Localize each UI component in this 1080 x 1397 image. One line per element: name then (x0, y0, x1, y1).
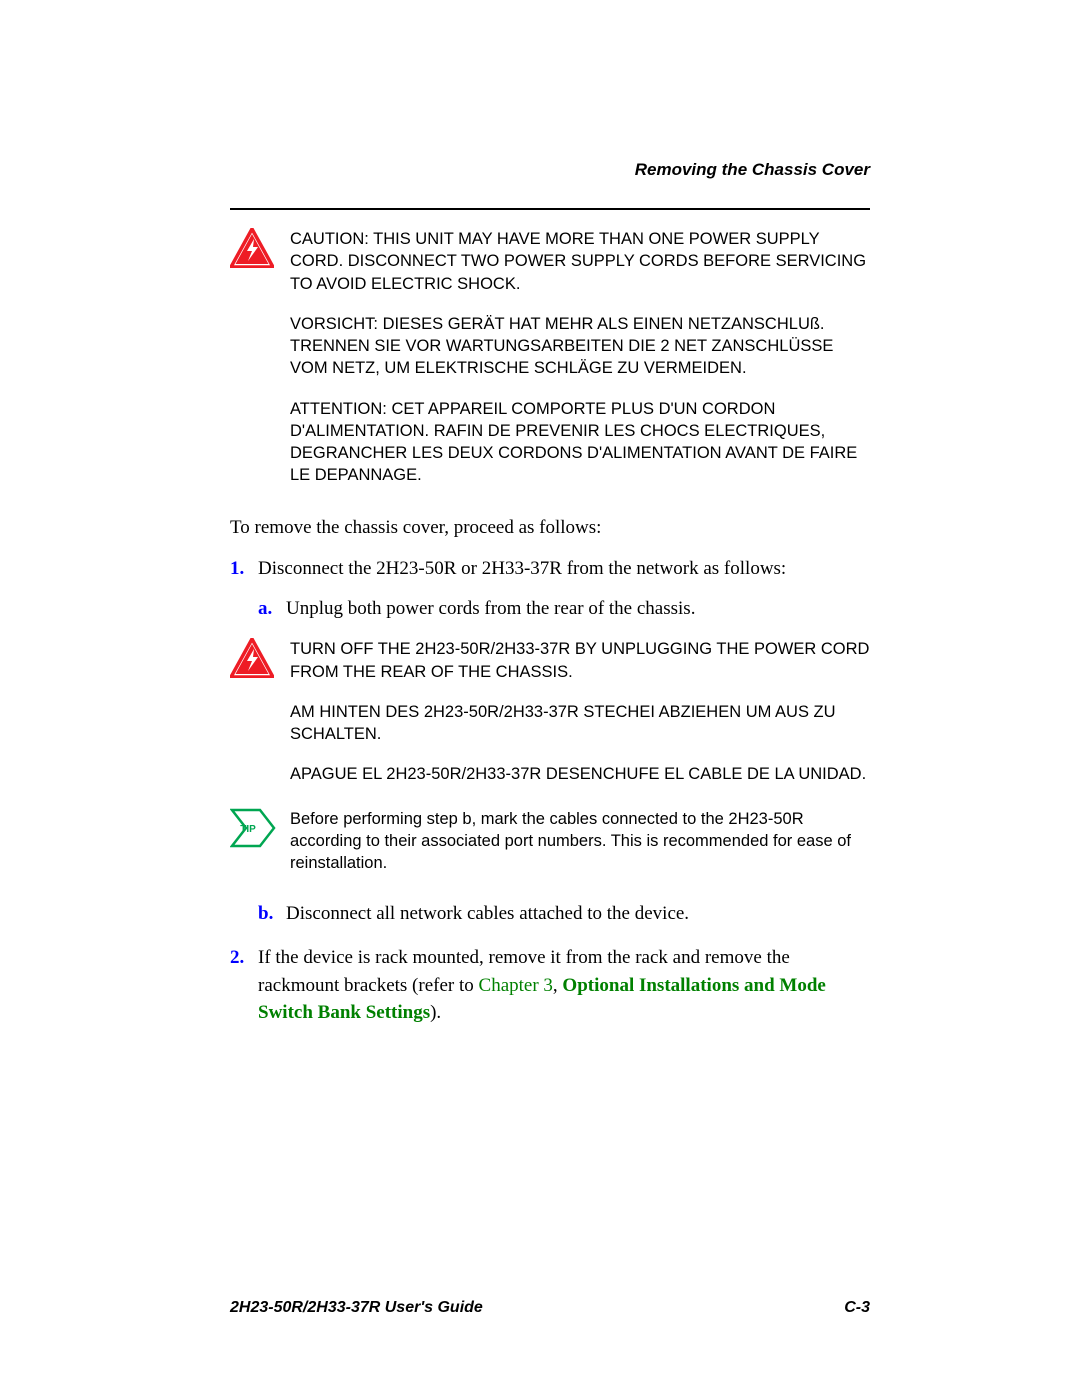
step-2-content: If the device is rack mounted, remove it… (258, 944, 870, 1027)
caution2-en: TURN OFF THE 2H23-50R/2H33-37R BY UNPLUG… (290, 638, 870, 683)
step-1b: b. Disconnect all network cables attache… (258, 900, 870, 928)
step-2-text-after: ). (430, 1002, 441, 1023)
tip-icon: TIP (230, 808, 290, 848)
tip-text: Before performing step b, mark the cable… (290, 808, 870, 875)
caution2-es: APAGUE EL 2H23-50R/2H33-37R DESENCHUFE E… (290, 763, 870, 785)
svg-text:TIP: TIP (240, 824, 256, 835)
electric-shock-warning-icon (230, 638, 290, 678)
tip-block: TIP Before performing step b, mark the c… (230, 808, 870, 875)
caution1-fr: ATTENTION: CET APPAREIL COMPORTE PLUS D'… (290, 398, 870, 487)
caution-block-2: TURN OFF THE 2H23-50R/2H33-37R BY UNPLUG… (230, 638, 870, 785)
step-2-sep: , (553, 975, 563, 996)
page-footer: 2H23-50R/2H33-37R User's Guide C-3 (230, 1299, 870, 1317)
header-rule (230, 208, 870, 210)
step-1: 1. Disconnect the 2H23-50R or 2H33-37R f… (230, 555, 870, 583)
caution-block-1: CAUTION: THIS UNIT MAY HAVE MORE THAN ON… (230, 228, 870, 487)
step-2: 2. If the device is rack mounted, remove… (230, 944, 870, 1027)
caution1-en: CAUTION: THIS UNIT MAY HAVE MORE THAN ON… (290, 228, 870, 295)
step-1b-marker: b. (258, 900, 286, 928)
step-2-marker: 2. (230, 944, 258, 1027)
electric-shock-warning-icon (230, 228, 290, 268)
step-1-text: Disconnect the 2H23-50R or 2H33-37R from… (258, 555, 870, 583)
step-1a-marker: a. (258, 595, 286, 623)
step-1a-text: Unplug both power cords from the rear of… (286, 595, 870, 623)
page-header-title: Removing the Chassis Cover (230, 160, 870, 180)
step-1b-text: Disconnect all network cables attached t… (286, 900, 870, 928)
caution1-de: VORSICHT: DIESES GERÄT HAT MEHR ALS EINE… (290, 313, 870, 380)
footer-guide-title: 2H23-50R/2H33-37R User's Guide (230, 1299, 483, 1317)
caution2-de: AM HINTEN DES 2H23-50R/2H33-37R STECHEI … (290, 701, 870, 746)
footer-page-number: C-3 (844, 1299, 870, 1317)
chapter-3-link[interactable]: Chapter 3 (479, 975, 553, 996)
step-1a: a. Unplug both power cords from the rear… (258, 595, 870, 623)
step-1-marker: 1. (230, 555, 258, 583)
intro-text: To remove the chassis cover, proceed as … (230, 515, 870, 542)
